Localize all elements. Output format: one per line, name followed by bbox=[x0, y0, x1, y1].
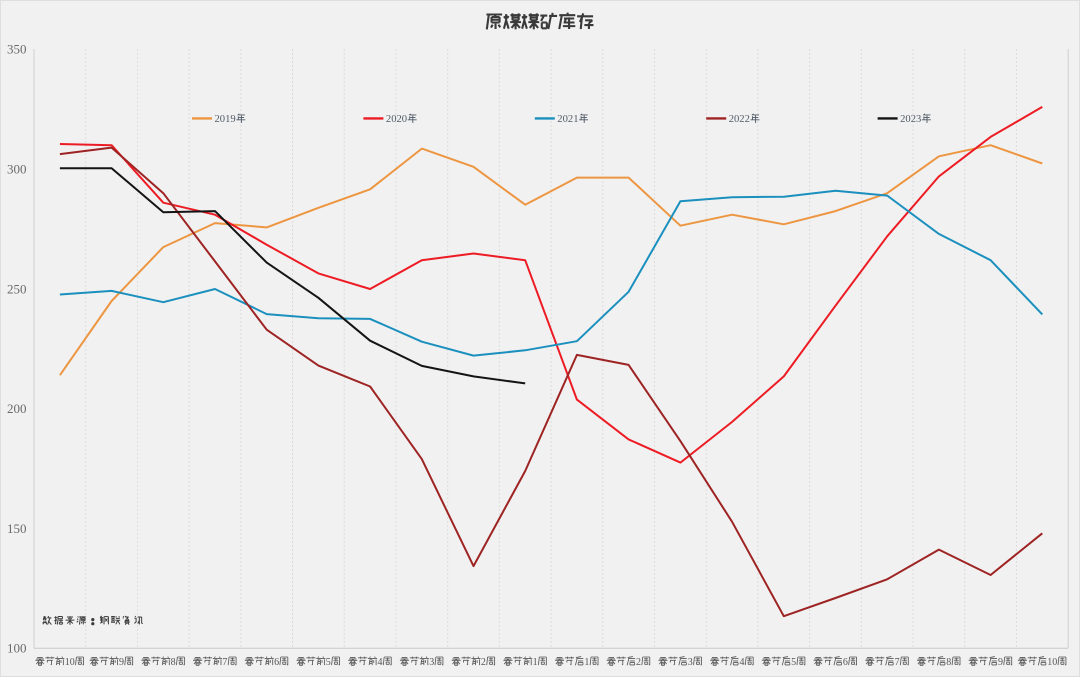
svg-text:350: 350 bbox=[7, 42, 27, 57]
svg-text:300: 300 bbox=[7, 162, 27, 177]
svg-text:5: 5 bbox=[791, 657, 796, 668]
svg-text:6: 6 bbox=[274, 657, 279, 668]
svg-text:150: 150 bbox=[7, 521, 27, 536]
svg-text:1: 1 bbox=[533, 657, 538, 668]
svg-text:2: 2 bbox=[481, 657, 486, 668]
svg-text:2: 2 bbox=[636, 657, 641, 668]
svg-text:4: 4 bbox=[378, 657, 383, 668]
svg-text:9: 9 bbox=[998, 657, 1003, 668]
svg-text:5: 5 bbox=[326, 657, 331, 668]
svg-text:2019: 2019 bbox=[215, 114, 236, 125]
svg-text:1: 1 bbox=[65, 657, 70, 668]
svg-text:9: 9 bbox=[119, 657, 124, 668]
svg-text:2023: 2023 bbox=[900, 114, 921, 125]
svg-text:2020: 2020 bbox=[386, 114, 407, 125]
svg-text:100: 100 bbox=[7, 641, 27, 656]
svg-text:6: 6 bbox=[843, 657, 848, 668]
svg-text:7: 7 bbox=[895, 657, 900, 668]
svg-text:4: 4 bbox=[739, 657, 744, 668]
svg-text:3: 3 bbox=[688, 657, 693, 668]
svg-text:7: 7 bbox=[222, 657, 227, 668]
svg-text:0: 0 bbox=[1052, 657, 1057, 668]
svg-text:2022: 2022 bbox=[729, 114, 750, 125]
svg-text:1: 1 bbox=[1047, 657, 1052, 668]
svg-text:0: 0 bbox=[70, 657, 75, 668]
svg-text:8: 8 bbox=[171, 657, 176, 668]
svg-text:200: 200 bbox=[7, 401, 27, 416]
svg-text:250: 250 bbox=[7, 281, 27, 296]
svg-text:1: 1 bbox=[584, 657, 589, 668]
svg-text:3: 3 bbox=[429, 657, 434, 668]
svg-text:8: 8 bbox=[946, 657, 951, 668]
svg-text:2021: 2021 bbox=[557, 114, 578, 125]
